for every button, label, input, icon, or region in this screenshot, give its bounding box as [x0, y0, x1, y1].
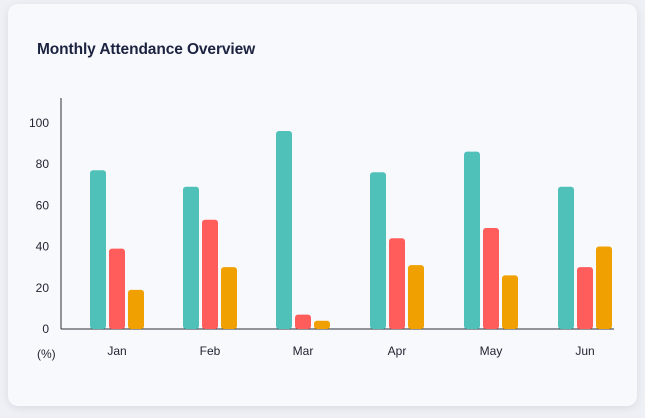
bar-apr-series-2 — [389, 238, 405, 329]
y-unit-label: (%) — [37, 347, 56, 361]
y-tick-label: 60 — [36, 198, 50, 212]
chart-tick-labels: 0 20 40 60 80 100 (%) Jan Feb Mar Apr May Jun — [29, 116, 595, 361]
bar-jun-series-3 — [596, 246, 612, 329]
bar-feb-series-1 — [183, 186, 199, 329]
bar-jun-series-2 — [577, 267, 593, 329]
x-tick-label: Apr — [388, 344, 407, 358]
bar-jun-series-1 — [558, 186, 574, 329]
x-tick-label: May — [480, 344, 503, 358]
bar-apr-series-3 — [408, 265, 424, 329]
chart-bars — [90, 131, 612, 329]
y-tick-label: 40 — [36, 240, 50, 254]
y-tick-label: 100 — [29, 116, 49, 130]
bar-may-series-3 — [502, 275, 518, 329]
bar-apr-series-1 — [370, 172, 386, 329]
bar-jan-series-3 — [128, 289, 144, 329]
bar-may-series-1 — [464, 151, 480, 329]
x-tick-label: Mar — [293, 344, 314, 358]
y-tick-label: 20 — [36, 281, 50, 295]
y-tick-label: 80 — [36, 157, 50, 171]
bar-jan-series-2 — [109, 248, 125, 329]
x-tick-label: Feb — [200, 344, 221, 358]
bar-mar-series-2 — [295, 314, 311, 329]
bar-feb-series-3 — [221, 267, 237, 329]
chart-card: Monthly Attendance Overview — [8, 4, 637, 406]
x-tick-label: Jun — [575, 344, 594, 358]
chart-axes — [60, 98, 614, 330]
y-tick-label: 0 — [42, 322, 49, 336]
bar-feb-series-2 — [202, 219, 218, 329]
x-tick-label: Jan — [107, 344, 126, 358]
bar-may-series-2 — [483, 227, 499, 329]
bar-mar-series-3 — [314, 320, 330, 329]
bar-jan-series-1 — [90, 170, 106, 329]
chart-title: Monthly Attendance Overview — [37, 41, 256, 58]
bar-mar-series-1 — [276, 131, 292, 329]
